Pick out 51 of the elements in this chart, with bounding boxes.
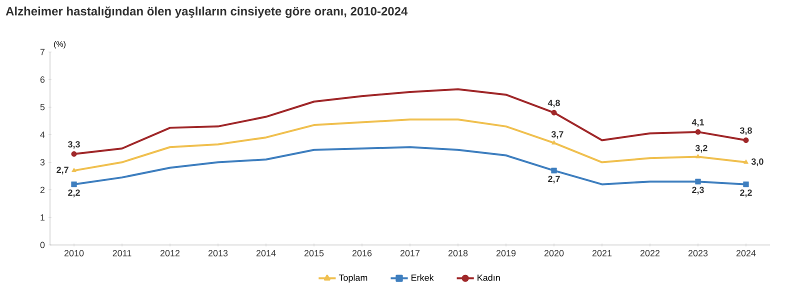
- x-tick-label: 2012: [160, 250, 180, 256]
- x-tick-label: 2019: [496, 250, 516, 256]
- point: [743, 137, 749, 144]
- x-tick-label: 2018: [448, 250, 468, 256]
- x-tick-label: 2014: [256, 250, 276, 256]
- legend-label: Erkek: [412, 274, 434, 281]
- y-tick-label: 6: [40, 76, 45, 83]
- x-tick-label: 2016: [352, 250, 372, 256]
- legend-label: Kadın: [478, 274, 500, 281]
- chart-title: Alzheimer hastalığından ölen yaşlıların cinsiyete göre oranı, 2010-2024: [6, 6, 408, 18]
- data-label: 3,3: [68, 141, 80, 149]
- y-tick-label: 2: [40, 186, 45, 193]
- x-tick-label: 2024: [736, 250, 756, 256]
- point: [551, 168, 557, 174]
- x-tick-label: 2022: [640, 250, 660, 256]
- legend-label: Toplam: [338, 274, 368, 283]
- point: [744, 159, 748, 164]
- y-tick-label: 7: [40, 48, 45, 56]
- data-label: 3,7: [551, 131, 564, 139]
- x-tick-label: 2023: [688, 250, 708, 256]
- y-tick-label: 1: [40, 214, 45, 221]
- y-axis-title: (%): [54, 41, 66, 48]
- point: [551, 110, 557, 116]
- y-tick-label: 0: [40, 242, 45, 248]
- point: [695, 178, 701, 184]
- x-tick-label: 2013: [208, 250, 228, 256]
- x-tick-label: 2020: [544, 250, 564, 256]
- x-tick-label: 2015: [304, 250, 324, 256]
- point: [695, 129, 701, 135]
- data-label: 3,8: [740, 127, 752, 136]
- x-tick-label: 2017: [400, 250, 420, 256]
- point: [72, 168, 76, 172]
- point: [71, 182, 77, 188]
- x-tick-label: 2011: [112, 250, 132, 256]
- data-label: 2,3: [692, 186, 704, 194]
- y-tick-label: 4: [40, 132, 45, 138]
- data-label: 2,7: [56, 166, 68, 174]
- data-label: 2,2: [740, 190, 752, 198]
- x-tick-label: 2021: [592, 250, 612, 256]
- data-label: 3,2: [695, 144, 708, 153]
- data-label: 4,8: [548, 100, 560, 108]
- data-label: 4,1: [692, 119, 704, 127]
- data-label: 2,2: [68, 190, 80, 198]
- y-tick-label: 3: [40, 159, 45, 166]
- data-label: 3,0: [751, 158, 764, 166]
- point: [71, 151, 77, 157]
- y-tick-label: 5: [40, 104, 45, 110]
- point: [696, 154, 700, 158]
- x-tick-label: 2010: [64, 250, 84, 256]
- point: [743, 182, 749, 188]
- data-label: 2,7: [548, 176, 560, 184]
